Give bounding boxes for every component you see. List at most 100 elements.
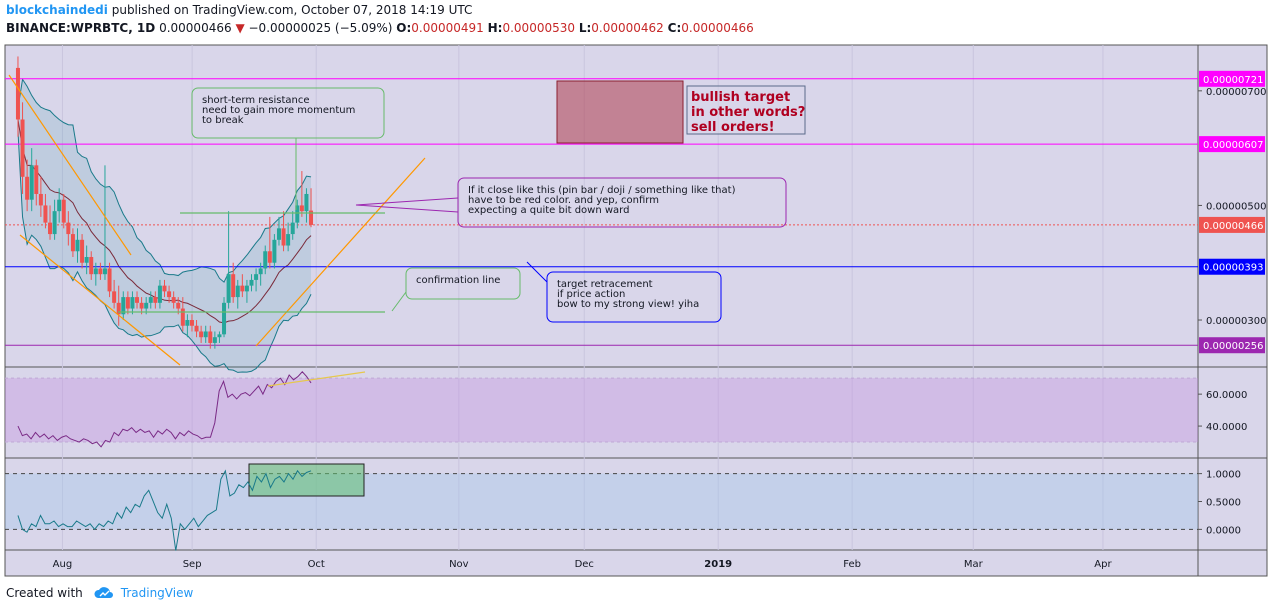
confirmation-callout-box: [405, 267, 521, 300]
stoch-band: [5, 473, 1198, 530]
candle-body: [295, 205, 300, 223]
candle-body: [263, 251, 268, 269]
level-tag: [1199, 70, 1265, 87]
level-tag-label: 0.00000393: [1203, 263, 1263, 274]
candle-body: [249, 279, 254, 286]
low-value: 0.00000462: [591, 21, 664, 35]
published-text: published on TradingView.com, October 07…: [111, 3, 473, 17]
time-tick-label: 2019: [704, 559, 732, 570]
resistance-callout-text: short-term resistance need to gain more m…: [202, 95, 355, 126]
candle-body: [272, 239, 277, 263]
bullish-callout-text: bullish target in other words? sell orders…: [691, 90, 805, 135]
level-tag-label: 0.00000466: [1203, 221, 1263, 232]
tradingview-link[interactable]: TradingView: [120, 586, 194, 600]
candle-body: [102, 268, 107, 275]
candle-body: [217, 334, 222, 338]
time-tick-label: Aug: [53, 559, 73, 570]
candle-body: [107, 268, 112, 292]
candle-body: [93, 268, 98, 275]
time-tick-label: Apr: [1094, 559, 1112, 570]
candle-body: [304, 193, 309, 212]
footer: Created with TradingView: [6, 586, 193, 600]
candle-body: [25, 176, 30, 200]
high-label: H:: [487, 21, 503, 35]
candle-body: [167, 291, 172, 298]
trend-line: [8, 74, 132, 256]
publish-line: blockchaindedi published on TradingView.…: [6, 3, 472, 17]
bollinger-basis: [17, 119, 312, 324]
candle-body: [144, 302, 149, 309]
candle-body: [176, 302, 181, 309]
candle-body: [235, 285, 240, 298]
trend-line: [19, 234, 181, 366]
candle-body: [258, 268, 263, 275]
candle-body: [130, 297, 135, 309]
candle-body: [80, 239, 85, 263]
level-tag-label: 0.00000256: [1203, 341, 1263, 352]
candle-body: [70, 234, 75, 252]
level-tag: [1199, 258, 1265, 275]
candle-body: [240, 285, 245, 292]
candle-body: [57, 199, 62, 212]
bullish-target-zone: [556, 80, 684, 144]
candle-body: [112, 291, 117, 303]
candle-body: [189, 320, 194, 326]
candle-body: [125, 297, 130, 309]
rsi-divergence-line: [267, 371, 366, 387]
time-tick-label: Oct: [308, 559, 325, 570]
candle-body: [281, 228, 286, 246]
candle-body: [231, 274, 236, 298]
stoch-line: [17, 469, 312, 551]
level-tag-label: 0.00000721: [1203, 75, 1263, 86]
candle-body: [75, 239, 80, 252]
bollinger-upper: [17, 78, 312, 283]
candle-body: [185, 320, 190, 326]
bullish-callout-box: [686, 85, 806, 135]
candle-body: [48, 222, 53, 235]
retracement-callout-text: target retracement if price action bow to …: [557, 279, 699, 310]
price-tick-label: 0.00000500: [1206, 201, 1266, 212]
stoch-tick-label: 1.0000: [1206, 470, 1241, 481]
candle-body: [171, 297, 176, 303]
close-value: 0.00000466: [681, 21, 754, 35]
down-arrow-icon: ▼: [235, 21, 245, 35]
pinbar-callout-text: If it close like this (pin bar / doji / …: [468, 185, 736, 216]
candle-body: [148, 297, 153, 303]
rsi-tick-label: 40.0000: [1206, 422, 1247, 433]
trend-line: [255, 157, 426, 347]
candle-body: [84, 256, 89, 263]
rsi-band: [5, 378, 1198, 443]
retracement-callout-pointer: [526, 261, 548, 283]
candle-body: [212, 337, 217, 343]
candle-body: [157, 285, 162, 303]
retracement-callout-box: [546, 271, 722, 323]
level-tag-label: 0.00000607: [1203, 140, 1263, 151]
confirmation-callout-pointer: [391, 291, 407, 312]
candle-body: [208, 331, 213, 343]
time-tick-label: Mar: [964, 559, 984, 570]
candle-body: [226, 274, 231, 303]
bollinger-lower: [17, 130, 312, 373]
candle-body: [267, 251, 272, 263]
candle-body: [43, 205, 48, 223]
candle-body: [153, 297, 158, 303]
candle-body: [244, 285, 249, 292]
candle-body: [194, 325, 199, 332]
stoch-tick-label: 0.5000: [1206, 497, 1241, 508]
price-change: −0.00000025 (−5.09%): [248, 21, 393, 35]
price-tick-label: 0.00000300: [1206, 316, 1266, 327]
symbol-line: BINANCE:WPRBTC, 1D 0.00000466 ▼ −0.00000…: [6, 21, 754, 35]
candle-body: [276, 228, 281, 240]
time-tick-label: Dec: [575, 559, 594, 570]
candle-body: [180, 308, 185, 326]
candle-body: [199, 331, 204, 338]
pinbar-callout-box: [457, 177, 787, 228]
candle-body: [135, 297, 140, 303]
candle-body: [15, 67, 20, 120]
level-tag: [1199, 216, 1265, 233]
pinbar-callout-pointer: [355, 197, 459, 213]
candle-body: [34, 165, 39, 194]
rsi-line: [17, 371, 312, 448]
author-link[interactable]: blockchaindedi: [6, 3, 108, 17]
